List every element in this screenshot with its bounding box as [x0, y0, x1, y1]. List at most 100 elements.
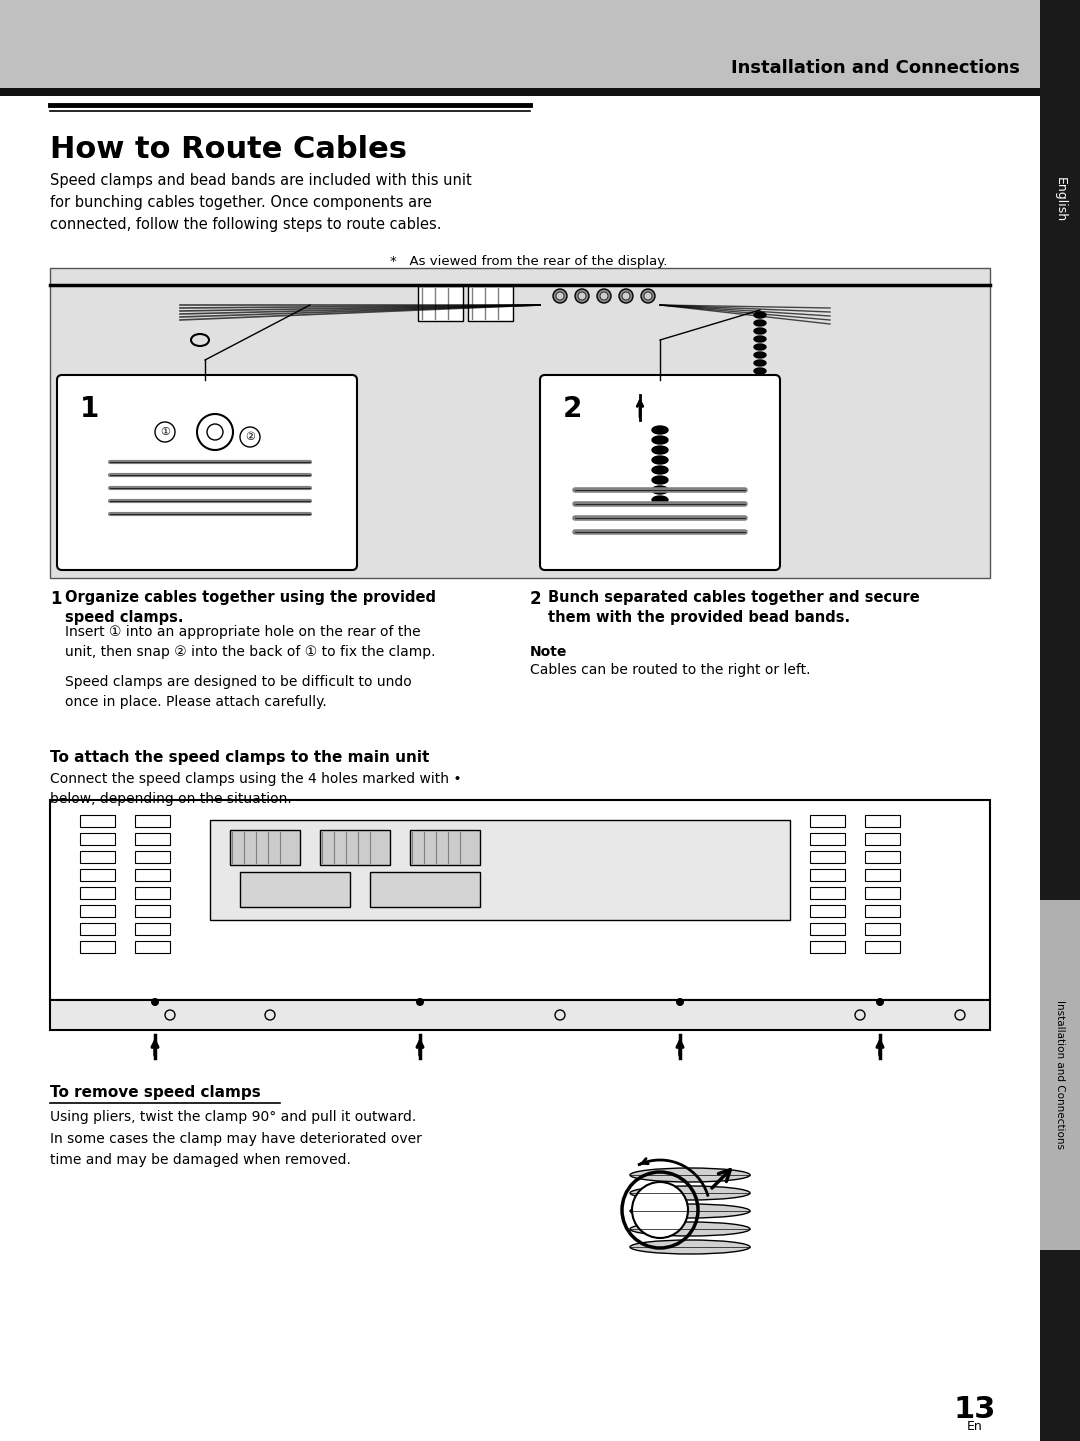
- Ellipse shape: [652, 486, 669, 494]
- Bar: [810, 888, 845, 899]
- Bar: [865, 869, 900, 880]
- Ellipse shape: [652, 455, 669, 464]
- Bar: [865, 852, 900, 863]
- Text: To attach the speed clamps to the main unit: To attach the speed clamps to the main u…: [50, 749, 430, 765]
- Bar: [865, 941, 900, 953]
- Bar: [50, 1000, 990, 1030]
- Ellipse shape: [652, 476, 669, 484]
- Text: 2: 2: [563, 395, 582, 424]
- Text: ①: ①: [160, 427, 170, 437]
- Text: 13: 13: [954, 1395, 996, 1424]
- Ellipse shape: [652, 496, 669, 504]
- Text: Insert ① into an appropriate hole on the rear of the
unit, then snap ② into the : Insert ① into an appropriate hole on the…: [65, 625, 435, 659]
- Bar: [80, 888, 114, 899]
- Bar: [810, 852, 845, 863]
- Text: Installation and Connections: Installation and Connections: [1055, 1000, 1065, 1150]
- Ellipse shape: [630, 1241, 750, 1254]
- Bar: [1040, 901, 1080, 1249]
- Bar: [210, 820, 789, 919]
- Ellipse shape: [754, 313, 766, 318]
- Text: Speed clamps are designed to be difficult to undo
once in place. Please attach c: Speed clamps are designed to be difficul…: [65, 674, 411, 709]
- Text: Bunch separated cables together and secure
them with the provided bead bands.: Bunch separated cables together and secu…: [548, 589, 920, 625]
- Bar: [135, 905, 170, 916]
- Bar: [865, 924, 900, 935]
- Bar: [0, 0, 1040, 88]
- Text: Organize cables together using the provided
speed clamps.: Organize cables together using the provi…: [65, 589, 436, 625]
- Bar: [865, 905, 900, 916]
- Circle shape: [575, 290, 589, 303]
- Bar: [80, 905, 114, 916]
- Bar: [810, 816, 845, 827]
- Bar: [810, 833, 845, 844]
- Ellipse shape: [652, 465, 669, 474]
- Bar: [468, 285, 513, 321]
- Bar: [410, 830, 480, 865]
- Bar: [1040, 0, 1080, 1441]
- Bar: [370, 872, 480, 906]
- Ellipse shape: [652, 427, 669, 434]
- Text: ②: ②: [245, 432, 255, 442]
- Bar: [135, 833, 170, 844]
- Ellipse shape: [630, 1205, 750, 1218]
- Bar: [80, 941, 114, 953]
- Bar: [80, 924, 114, 935]
- Circle shape: [622, 293, 630, 300]
- Bar: [320, 830, 390, 865]
- Bar: [80, 833, 114, 844]
- Bar: [50, 268, 990, 578]
- Bar: [230, 830, 300, 865]
- Ellipse shape: [754, 320, 766, 326]
- Bar: [0, 88, 1040, 97]
- Bar: [80, 869, 114, 880]
- Circle shape: [619, 290, 633, 303]
- Bar: [810, 905, 845, 916]
- Text: *   As viewed from the rear of the display.: * As viewed from the rear of the display…: [390, 255, 667, 268]
- Circle shape: [642, 290, 654, 303]
- Ellipse shape: [652, 437, 669, 444]
- Circle shape: [876, 999, 885, 1006]
- Bar: [135, 869, 170, 880]
- Text: En: En: [967, 1419, 983, 1432]
- Bar: [810, 924, 845, 935]
- Ellipse shape: [630, 1186, 750, 1200]
- Circle shape: [416, 999, 424, 1006]
- Circle shape: [676, 999, 684, 1006]
- Bar: [810, 941, 845, 953]
- FancyBboxPatch shape: [57, 375, 357, 571]
- Bar: [865, 816, 900, 827]
- Bar: [135, 941, 170, 953]
- Bar: [865, 833, 900, 844]
- Bar: [418, 285, 463, 321]
- Ellipse shape: [754, 336, 766, 342]
- Text: 2: 2: [530, 589, 542, 608]
- Circle shape: [556, 293, 564, 300]
- Bar: [810, 869, 845, 880]
- Circle shape: [644, 293, 652, 300]
- Circle shape: [151, 999, 159, 1006]
- Bar: [865, 888, 900, 899]
- Bar: [50, 800, 990, 1000]
- Ellipse shape: [754, 360, 766, 366]
- Bar: [240, 872, 350, 906]
- Text: Installation and Connections: Installation and Connections: [731, 59, 1020, 76]
- Ellipse shape: [754, 367, 766, 375]
- FancyBboxPatch shape: [540, 375, 780, 571]
- Bar: [135, 888, 170, 899]
- Circle shape: [600, 293, 608, 300]
- Bar: [135, 852, 170, 863]
- Bar: [80, 852, 114, 863]
- Circle shape: [597, 290, 611, 303]
- Text: Note: Note: [530, 646, 567, 659]
- Text: To remove speed clamps: To remove speed clamps: [50, 1085, 260, 1099]
- Text: Speed clamps and bead bands are included with this unit
for bunching cables toge: Speed clamps and bead bands are included…: [50, 173, 472, 232]
- Ellipse shape: [754, 329, 766, 334]
- Bar: [135, 816, 170, 827]
- Bar: [80, 816, 114, 827]
- Text: Cables can be routed to the right or left.: Cables can be routed to the right or lef…: [530, 663, 810, 677]
- Ellipse shape: [630, 1169, 750, 1182]
- Text: Using pliers, twist the clamp 90° and pull it outward.
In some cases the clamp m: Using pliers, twist the clamp 90° and pu…: [50, 1110, 422, 1167]
- Ellipse shape: [754, 352, 766, 357]
- Text: How to Route Cables: How to Route Cables: [50, 135, 407, 164]
- Bar: [135, 924, 170, 935]
- Ellipse shape: [652, 447, 669, 454]
